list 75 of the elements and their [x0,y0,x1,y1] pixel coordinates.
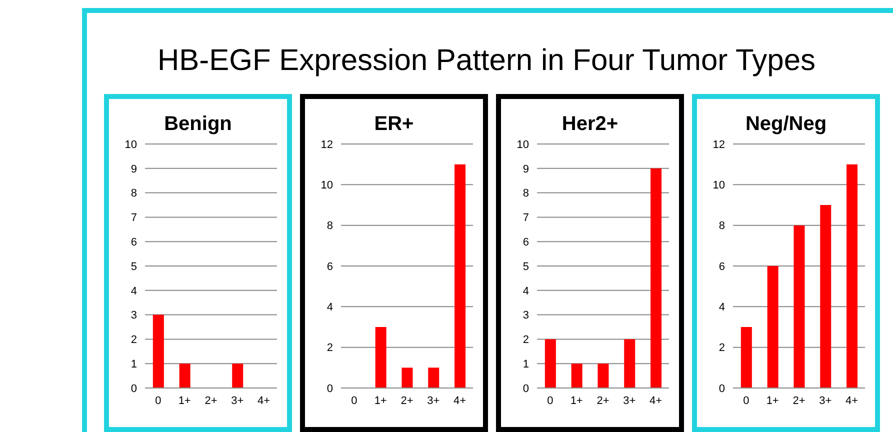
chart-title: Benign [163,113,233,136]
bar [571,364,582,388]
y-tick-label: 9 [522,163,529,176]
x-tick-label: 3+ [427,394,440,407]
y-tick-label: 6 [522,236,529,249]
x-tick-label: 1+ [374,394,387,407]
x-tick-label: 3+ [819,394,832,407]
y-tick-label: 2 [522,334,529,346]
y-tick-label: 0 [130,382,137,395]
bar [624,339,636,388]
y-tick-label: 4 [130,285,137,298]
y-tick-label: 8 [718,220,725,232]
y-tick-label: 0 [522,382,529,395]
y-tick-label: 0 [326,382,333,395]
bar [375,327,386,388]
bar [598,364,609,388]
x-tick-label: 0 [155,394,162,407]
y-tick-label: 8 [326,220,333,232]
y-tick-label: 12 [320,138,333,151]
y-tick-label: 7 [522,212,529,224]
y-tick-label: 5 [130,260,137,273]
bar [428,368,440,388]
bar [650,168,662,388]
y-tick-label: 2 [718,342,725,354]
bar [794,225,805,388]
y-tick-label: 7 [130,212,137,224]
bar [402,368,413,388]
y-tick-label: 10 [516,138,529,151]
x-tick-label: 2+ [400,394,414,407]
x-tick-label: 0 [547,394,554,407]
x-tick-label: 1+ [178,394,191,407]
y-tick-label: 4 [326,302,333,314]
x-tick-label: 3+ [623,394,636,407]
y-tick-label: 3 [130,310,137,322]
chart-title: Neg/Neg [744,113,828,136]
y-tick-label: 4 [718,302,725,314]
x-tick-label: 3+ [231,394,244,407]
y-tick-label: 9 [130,163,137,176]
y-tick-label: 1 [130,358,137,371]
y-tick-label: 5 [522,260,529,273]
y-tick-label: 10 [712,180,725,192]
x-tick-label: 2+ [596,394,610,407]
y-tick-label: 10 [124,138,137,151]
x-tick-label: 4+ [258,394,270,407]
y-tick-label: 0 [718,382,725,395]
x-tick-label: 0 [743,394,750,407]
y-tick-label: 10 [320,180,333,192]
y-tick-label: 6 [130,236,137,249]
y-tick-label: 2 [130,334,137,346]
x-tick-label: 4+ [650,394,662,407]
x-tick-label: 4+ [454,394,466,407]
chart-title: ER+ [373,113,415,136]
bar [820,205,832,388]
x-tick-label: 1+ [570,394,583,407]
y-tick-label: 8 [522,188,529,200]
y-tick-label: 1 [522,358,529,371]
x-tick-label: 4+ [846,394,858,407]
bar [454,164,466,388]
y-tick-label: 4 [522,285,529,298]
text: HB-EGF Expression Pattern in Four Tumor Types [156,44,817,78]
bar [846,164,858,388]
chart-title: Her2+ [560,113,620,136]
bar [740,327,752,388]
x-tick-label: 2+ [204,394,218,407]
x-tick-label: 1+ [766,394,779,407]
bar [767,266,778,388]
x-tick-label: 2+ [792,394,806,407]
x-tick-label: 0 [351,394,358,407]
y-tick-label: 3 [522,310,529,322]
bar [544,339,556,388]
y-tick-label: 2 [326,342,333,354]
y-tick-label: 8 [130,188,137,200]
y-tick-label: 12 [712,138,725,151]
y-tick-label: 6 [718,260,725,273]
y-tick-label: 6 [326,260,333,273]
